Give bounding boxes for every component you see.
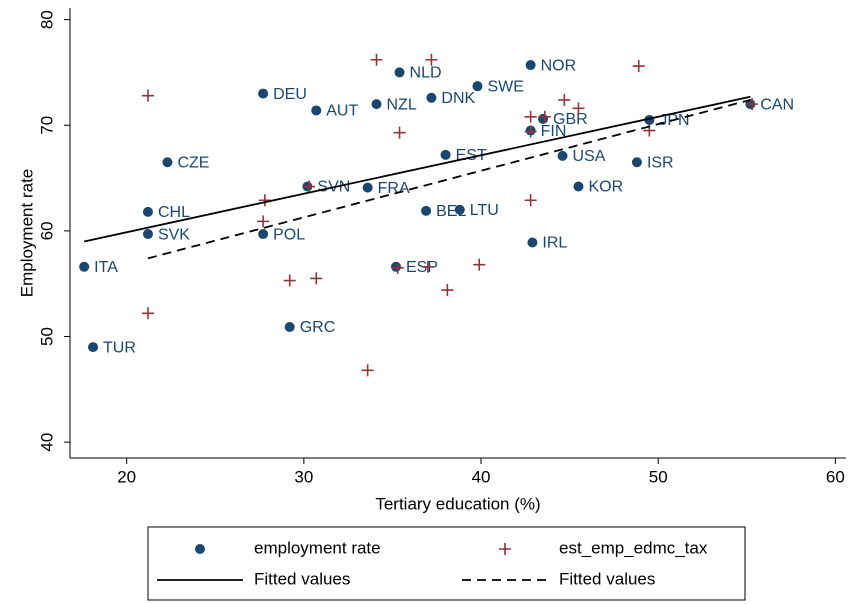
x-tick-label: 40	[472, 467, 491, 486]
point	[473, 258, 486, 271]
y-tick-label: 70	[37, 116, 56, 135]
point	[391, 261, 404, 274]
y-axis-label: Employment rate	[17, 169, 36, 298]
point	[303, 180, 316, 193]
point	[558, 93, 571, 106]
legend-symbol	[195, 544, 205, 554]
legend-symbol	[499, 543, 511, 555]
point	[426, 92, 437, 103]
point-label: GBR	[553, 111, 588, 128]
point-label: SWE	[487, 78, 523, 95]
point	[525, 60, 536, 71]
point	[257, 215, 270, 228]
point	[631, 157, 642, 168]
legend-box	[147, 526, 746, 601]
point-label: GRC	[300, 319, 336, 336]
point-label: ITA	[94, 259, 118, 276]
point-label: POL	[273, 226, 305, 243]
point	[79, 261, 90, 272]
y-tick-label: 60	[37, 221, 56, 240]
point	[371, 99, 382, 110]
y-tick-label: 40	[37, 433, 56, 452]
point	[572, 102, 585, 115]
legend-label: est_emp_edmc_tax	[559, 538, 708, 557]
point	[258, 88, 269, 99]
point	[538, 113, 549, 124]
point	[421, 205, 432, 216]
point	[370, 53, 383, 66]
point	[258, 194, 271, 207]
point	[284, 322, 295, 333]
point	[310, 272, 323, 285]
point	[524, 125, 537, 138]
point-label: NLD	[410, 65, 442, 82]
point	[141, 89, 154, 102]
x-tick-label: 60	[826, 467, 845, 486]
point	[393, 126, 406, 139]
point-label: CHL	[158, 204, 190, 221]
point-label: TUR	[103, 339, 136, 356]
point-label: FIN	[541, 123, 567, 140]
point	[538, 110, 551, 123]
point	[141, 307, 154, 320]
point	[454, 204, 465, 215]
point	[440, 149, 451, 160]
point	[142, 229, 153, 240]
y-tick-label: 50	[37, 327, 56, 346]
point	[425, 53, 438, 66]
x-tick-label: 30	[294, 467, 313, 486]
point	[421, 260, 434, 273]
point	[524, 110, 537, 123]
y-tick-label: 80	[37, 10, 56, 29]
legend-label: Fitted values	[559, 569, 655, 588]
point	[283, 274, 296, 287]
point-label: ISR	[647, 154, 674, 171]
point-label: LTU	[470, 202, 499, 219]
point	[361, 364, 374, 377]
point	[258, 229, 269, 240]
point-label: KOR	[588, 179, 623, 196]
point	[142, 206, 153, 217]
point	[573, 181, 584, 192]
point	[362, 182, 373, 193]
point-label: SVK	[158, 226, 190, 243]
point-label: NOR	[541, 57, 577, 74]
legend-label: Fitted values	[254, 569, 350, 588]
point	[746, 98, 759, 111]
point	[88, 342, 99, 353]
fitted-line	[83, 95, 751, 243]
point	[390, 261, 401, 272]
x-tick-label: 50	[649, 467, 668, 486]
point	[311, 105, 322, 116]
point	[441, 284, 454, 297]
point	[394, 67, 405, 78]
point-label: NZL	[387, 96, 417, 113]
point	[527, 237, 538, 248]
point-label: FRA	[378, 180, 410, 197]
x-tick-label: 20	[117, 467, 136, 486]
legend-label: employment rate	[254, 538, 381, 557]
point-label: USA	[573, 148, 606, 165]
point-label: CZE	[177, 154, 209, 171]
point-label: DEU	[273, 86, 307, 103]
point	[472, 81, 483, 92]
point-label: DNK	[441, 90, 475, 107]
point	[557, 150, 568, 161]
point-label: IRL	[542, 235, 567, 252]
point	[162, 157, 173, 168]
point-label: CAN	[760, 96, 794, 113]
point-label: AUT	[326, 103, 358, 120]
x-axis-label: Tertiary education (%)	[375, 494, 540, 513]
point	[632, 60, 645, 73]
fitted-line	[147, 99, 751, 260]
point	[524, 194, 537, 207]
